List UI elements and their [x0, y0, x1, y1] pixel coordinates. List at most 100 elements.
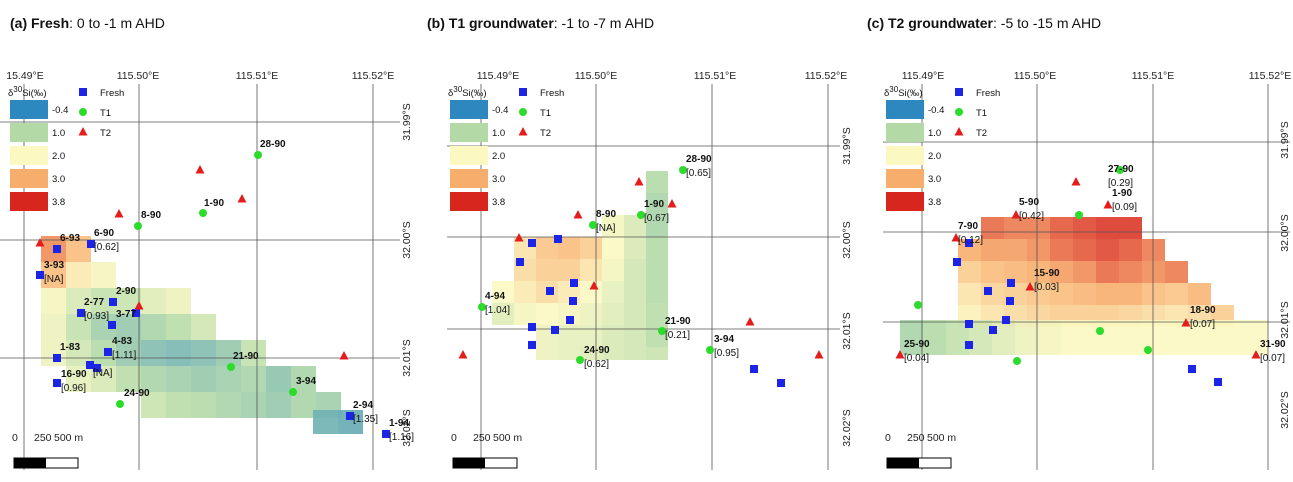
legend-title-sup: 30: [453, 85, 462, 94]
grid-cell: [958, 261, 981, 283]
legend-level-label: 2.0: [492, 151, 505, 162]
grid-cell: [580, 237, 602, 259]
grid-cell: [1222, 320, 1245, 355]
t1-marker: [706, 346, 714, 354]
grid-cell: [191, 366, 216, 392]
lon-tick-label: 115.52°E: [352, 70, 395, 82]
grid-cell: [141, 288, 166, 314]
legend-level-label: 2.0: [928, 151, 941, 162]
fresh-marker: [382, 430, 390, 438]
panel-letter: (c): [867, 15, 888, 31]
panel-title-bold: T1 groundwater: [449, 15, 555, 31]
legend-title-sup: 30: [889, 85, 898, 94]
legend-title-delta: δ: [8, 88, 13, 99]
legend-level-label: 1.0: [492, 128, 505, 139]
extra-markers: [35, 165, 349, 372]
point-label: 8-90: [141, 210, 161, 221]
t1-marker: [576, 356, 584, 364]
grid-cell: [580, 303, 602, 325]
grid-cell: [116, 366, 141, 392]
t2-marker: [745, 317, 755, 326]
grid-cell: [536, 303, 558, 325]
grid-cell: [514, 281, 536, 303]
point-value: [NA]: [596, 223, 616, 234]
t1-marker: [478, 303, 486, 311]
grid-cell: [624, 237, 646, 259]
grid-cell: [191, 340, 216, 366]
point-label: 16-90: [61, 369, 87, 380]
t2-marker: [1025, 282, 1035, 291]
choropleth: [900, 217, 1268, 355]
legend-swatch: [450, 169, 488, 188]
legend-title: δ30Si(‰): [884, 85, 922, 99]
point-value: [0.07]: [1190, 319, 1215, 330]
legend-marker-label: T2: [976, 128, 987, 139]
grid-cell: [580, 259, 602, 281]
lat-tick-label: 32.01°S: [841, 312, 853, 349]
grid-cell: [1050, 261, 1073, 283]
legend: δ30Si(‰) -0.4 1.0 2.0 3.0 3.8 Fresh T1 T2: [884, 85, 1000, 211]
grid-cell: [191, 392, 216, 418]
panel-title-rest: : 0 to -1 m AHD: [69, 15, 165, 31]
point-value: [1.35]: [353, 414, 378, 425]
legend-swatch: [450, 123, 488, 142]
fresh-marker: [965, 320, 973, 328]
scale-bar: 0 250 500 m: [451, 432, 522, 469]
point-label: 18-90: [1190, 305, 1216, 316]
grid-cell: [91, 262, 116, 288]
lon-tick-label: 115.52°E: [805, 70, 848, 82]
t1-marker: [134, 222, 142, 230]
t2-marker: [35, 238, 45, 247]
grid-cell: [141, 366, 166, 392]
legend-circle-icon: [955, 108, 963, 116]
legend-level-label: 3.0: [928, 174, 941, 185]
point-label: 24-90: [584, 345, 610, 356]
t2-marker: [573, 210, 583, 219]
grid-cell: [900, 320, 923, 355]
scale-bar: 0 250 500 m: [12, 432, 83, 469]
grid-cell: [536, 259, 558, 281]
point-value: [1.16]: [389, 432, 414, 443]
grid-cell: [216, 366, 241, 392]
t2-marker: [134, 301, 144, 310]
grid-cell: [646, 259, 668, 281]
legend-swatch: [10, 169, 48, 188]
grid-cell: [1027, 239, 1050, 261]
fresh-marker: [86, 361, 94, 369]
grid-cell: [1004, 217, 1027, 239]
legend-level-label: 3.8: [52, 197, 65, 208]
scale-label-500: 500 m: [54, 432, 83, 444]
fresh-marker: [77, 309, 85, 317]
legend-swatch: [10, 123, 48, 142]
legend-square-icon: [519, 88, 527, 96]
fresh-marker: [551, 326, 559, 334]
point-value: [0.04]: [904, 353, 929, 364]
t1-marker: [1096, 327, 1104, 335]
lon-tick-label: 115.50°E: [1014, 70, 1057, 82]
grid-cell: [141, 314, 166, 340]
legend-swatch: [10, 100, 48, 119]
legend-marker-label: T1: [976, 108, 987, 119]
grid-cell: [646, 193, 668, 215]
point-label: 3-77: [116, 309, 136, 320]
point-label: 3-93: [44, 260, 64, 271]
grid-cell: [646, 215, 668, 237]
grid-cell: [602, 303, 624, 325]
point-value: [0.29]: [1108, 178, 1133, 189]
legend-title-rest: Si(‰): [462, 88, 486, 99]
legend-swatch: [886, 169, 924, 188]
legend-swatch: [10, 146, 48, 165]
lon-tick-label: 115.50°E: [117, 70, 160, 82]
grid-cell: [646, 281, 668, 303]
grid-cell: [558, 325, 580, 347]
fresh-marker: [93, 364, 101, 372]
lat-tick-label: 32.02°S: [401, 409, 413, 446]
grid-cell: [1119, 217, 1142, 239]
legend: δ30Si(‰) -0.4 1.0 2.0 3.0 3.8 Fresh T1 T2: [8, 85, 124, 211]
scale-label-250: 250: [907, 432, 925, 444]
grid-cell: [624, 325, 646, 347]
point-value: [0.67]: [644, 213, 669, 224]
scale-label-0: 0: [12, 432, 18, 444]
t2-marker: [1103, 200, 1113, 209]
legend-marker-label: T1: [100, 108, 111, 119]
